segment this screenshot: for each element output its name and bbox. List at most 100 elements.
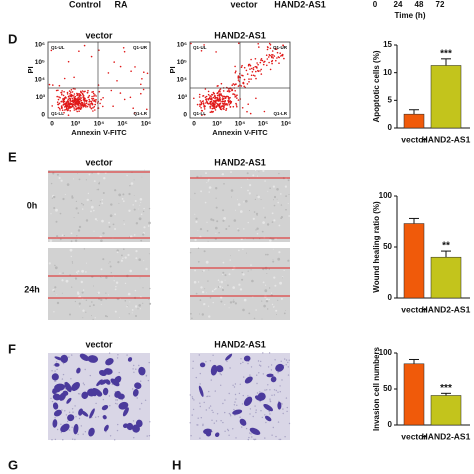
event-dot <box>257 43 260 45</box>
pore <box>275 435 277 438</box>
event-dot <box>146 108 148 111</box>
texture <box>282 277 284 279</box>
pore <box>71 426 73 428</box>
pore <box>249 374 251 376</box>
texture <box>49 239 53 243</box>
texture <box>148 302 152 305</box>
texture <box>250 264 252 266</box>
event-dot <box>212 110 214 113</box>
texture <box>66 183 70 186</box>
flow-y-tick: 10⁵ <box>35 59 45 66</box>
texture <box>105 276 108 279</box>
cell <box>71 382 80 391</box>
texture <box>96 189 98 191</box>
pore <box>267 366 270 368</box>
pore <box>149 421 151 423</box>
pore <box>282 408 284 410</box>
event-dot <box>279 52 282 54</box>
texture <box>138 304 141 307</box>
event-dot <box>90 55 93 58</box>
texture <box>129 185 131 187</box>
event-dot <box>94 103 96 106</box>
texture <box>131 309 134 311</box>
texture <box>269 239 272 242</box>
texture <box>71 286 73 288</box>
flow-y-tick: 10³ <box>36 94 46 101</box>
pore <box>256 392 259 394</box>
event-dot <box>227 97 230 99</box>
pore <box>139 408 141 410</box>
texture <box>273 199 274 201</box>
pore <box>213 422 215 424</box>
cell <box>76 367 81 374</box>
texture <box>142 302 144 304</box>
row-label: 24h <box>24 284 40 294</box>
event-dot <box>245 69 248 72</box>
cell <box>198 385 204 397</box>
texture <box>266 253 269 256</box>
pore <box>133 371 135 373</box>
event-dot <box>119 65 122 68</box>
event-dot <box>276 57 278 59</box>
pore <box>248 436 250 439</box>
texture <box>99 181 101 183</box>
texture <box>69 313 71 316</box>
pore <box>243 376 245 378</box>
event-dot <box>231 89 234 91</box>
event-dot <box>68 105 71 108</box>
texture <box>105 292 107 294</box>
significance: ** <box>442 241 450 252</box>
texture <box>53 207 56 209</box>
pore <box>267 384 269 386</box>
event-dot <box>81 93 84 95</box>
event-dot <box>220 82 223 85</box>
quadrant-label: Q1-LR <box>134 111 148 116</box>
pore <box>95 416 97 418</box>
pore <box>255 411 257 414</box>
pore <box>228 412 231 415</box>
texture <box>142 210 145 213</box>
column-title: HAND2-AS1 <box>214 30 266 40</box>
pore <box>64 410 66 412</box>
texture <box>77 291 79 294</box>
pore <box>89 374 92 377</box>
texture <box>114 228 117 230</box>
event-dot <box>212 103 215 105</box>
pore <box>211 419 213 421</box>
event-dot <box>73 100 76 103</box>
pore <box>189 422 191 424</box>
texture <box>208 269 210 271</box>
event-dot <box>73 76 75 79</box>
pore <box>254 405 256 407</box>
cell <box>53 409 62 417</box>
texture <box>120 259 123 262</box>
texture <box>235 209 236 211</box>
event-dot <box>257 69 259 72</box>
y-tick-label: 50 <box>383 242 392 251</box>
pore <box>109 435 112 437</box>
texture <box>208 178 210 181</box>
texture <box>283 312 286 315</box>
event-dot <box>196 103 199 106</box>
texture <box>102 192 105 194</box>
event-dot <box>204 88 207 90</box>
texture <box>260 199 262 200</box>
texture <box>248 192 251 195</box>
event-dot <box>221 98 224 101</box>
texture <box>148 207 151 210</box>
texture <box>238 283 241 286</box>
event-dot <box>212 105 215 107</box>
pore <box>102 398 105 401</box>
texture <box>82 317 84 319</box>
cell <box>89 408 95 419</box>
texture <box>256 232 259 235</box>
pore <box>288 359 290 361</box>
texture <box>267 308 269 310</box>
texture <box>277 257 281 261</box>
texture <box>218 231 220 234</box>
texture <box>148 221 151 225</box>
texture <box>97 188 100 191</box>
event-dot <box>199 103 202 106</box>
event-dot <box>209 111 212 113</box>
pore <box>146 435 148 437</box>
